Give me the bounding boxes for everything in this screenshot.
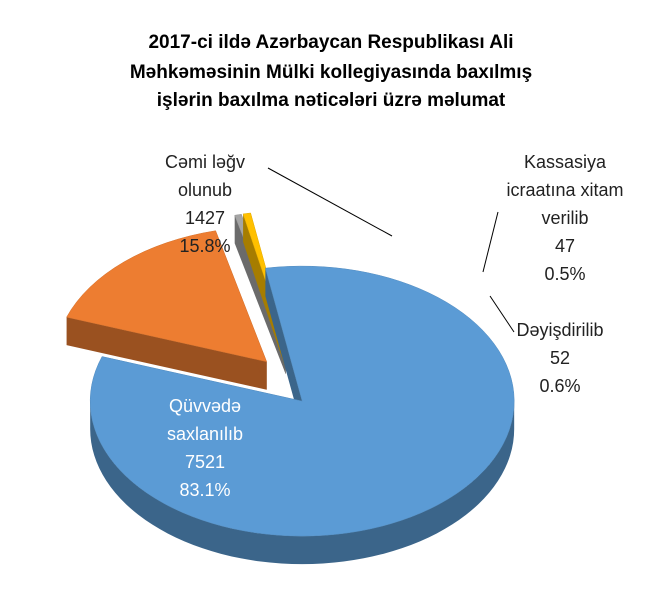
label-line: Qüvvədə saxlanılıb xyxy=(166,396,244,444)
slice-face xyxy=(66,317,267,390)
label-line: 47 xyxy=(554,236,576,256)
label-line: Dəyişdirilib xyxy=(516,320,604,340)
slice xyxy=(89,265,515,537)
leader-line xyxy=(482,211,499,273)
leader-line xyxy=(489,295,515,333)
slice-label: Cəmi ləğv olunub 1427 15.8% xyxy=(150,148,260,260)
label-line: 7521 xyxy=(184,452,226,472)
chart-title: 2017-ci ildə Azərbaycan Respublikası Ali xyxy=(148,32,514,53)
label-line: 0.6% xyxy=(539,376,581,396)
label-line: 52 xyxy=(549,348,571,368)
label-line: 15.8% xyxy=(179,236,231,256)
label-line: 1427 xyxy=(184,208,226,228)
label-line: 83.1% xyxy=(179,480,231,500)
label-line: 0.5% xyxy=(544,264,586,284)
leader-line xyxy=(267,167,393,237)
slice-label: Dəyişdirilib 52 0.6% xyxy=(500,316,620,400)
slice-side xyxy=(90,401,515,565)
slice xyxy=(66,230,268,363)
label-line: Kassasiya icraatına xitam verilib xyxy=(506,152,624,228)
label-line: Cəmi ləğv olunub xyxy=(164,152,246,200)
slice-label: Kassasiya icraatına xitam verilib 47 0.5% xyxy=(505,148,625,288)
chart-title: işlərin baxılma nəticələri üzrə məlumat xyxy=(156,90,506,111)
slice-label: Qüvvədə saxlanılıb 7521 83.1% xyxy=(150,392,260,504)
chart-title: Məhkəməsinin Mülki kollegiyasında baxılm… xyxy=(129,62,533,83)
slice-face xyxy=(265,268,303,430)
